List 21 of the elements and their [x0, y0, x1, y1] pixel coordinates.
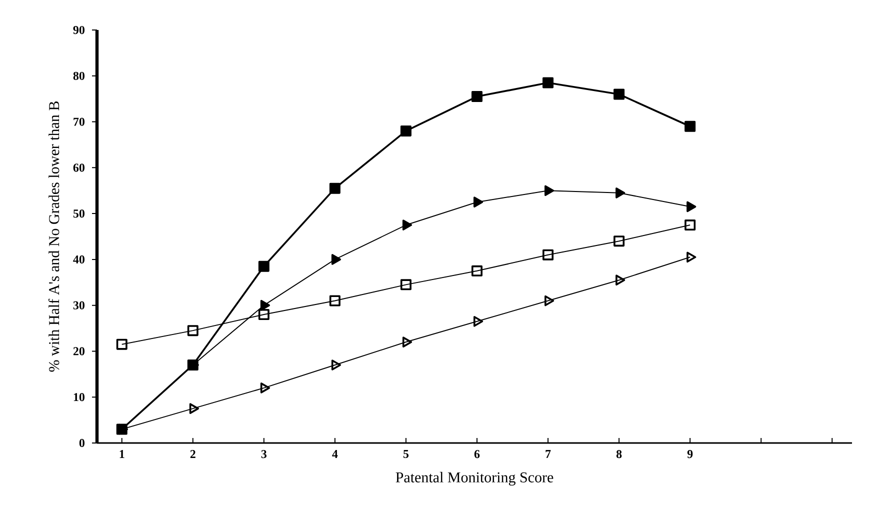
y-tick-label: 80 [73, 72, 84, 80]
y-tick-label: 40 [73, 255, 84, 264]
x-tick-label: 1 [120, 450, 124, 458]
y-tick-label: 70 [74, 118, 84, 126]
x-tick-label: 7 [546, 450, 551, 458]
y-tick-label: 10 [74, 393, 84, 402]
x-tick-label: 2 [190, 450, 196, 458]
x-tick-label: 5 [403, 450, 409, 458]
x-tick-label: 9 [687, 450, 693, 458]
x-tick-label: 3 [261, 450, 266, 458]
y-tick-label: 60 [73, 164, 84, 172]
y-tick-label: 50 [73, 209, 84, 218]
y-tick-label: 0 [79, 438, 84, 448]
y-axis-title: % with Half A's and No Grades lower than B [48, 102, 60, 372]
x-tick-label: 8 [616, 450, 622, 458]
y-tick-label: 30 [73, 301, 84, 310]
x-tick-label: 4 [332, 450, 338, 458]
x-tick-label: 6 [474, 450, 480, 458]
x-axis-title: Patental Monitoring Score [396, 472, 554, 486]
y-tick-label: 90 [73, 26, 84, 34]
y-tick-label: 20 [73, 347, 84, 356]
